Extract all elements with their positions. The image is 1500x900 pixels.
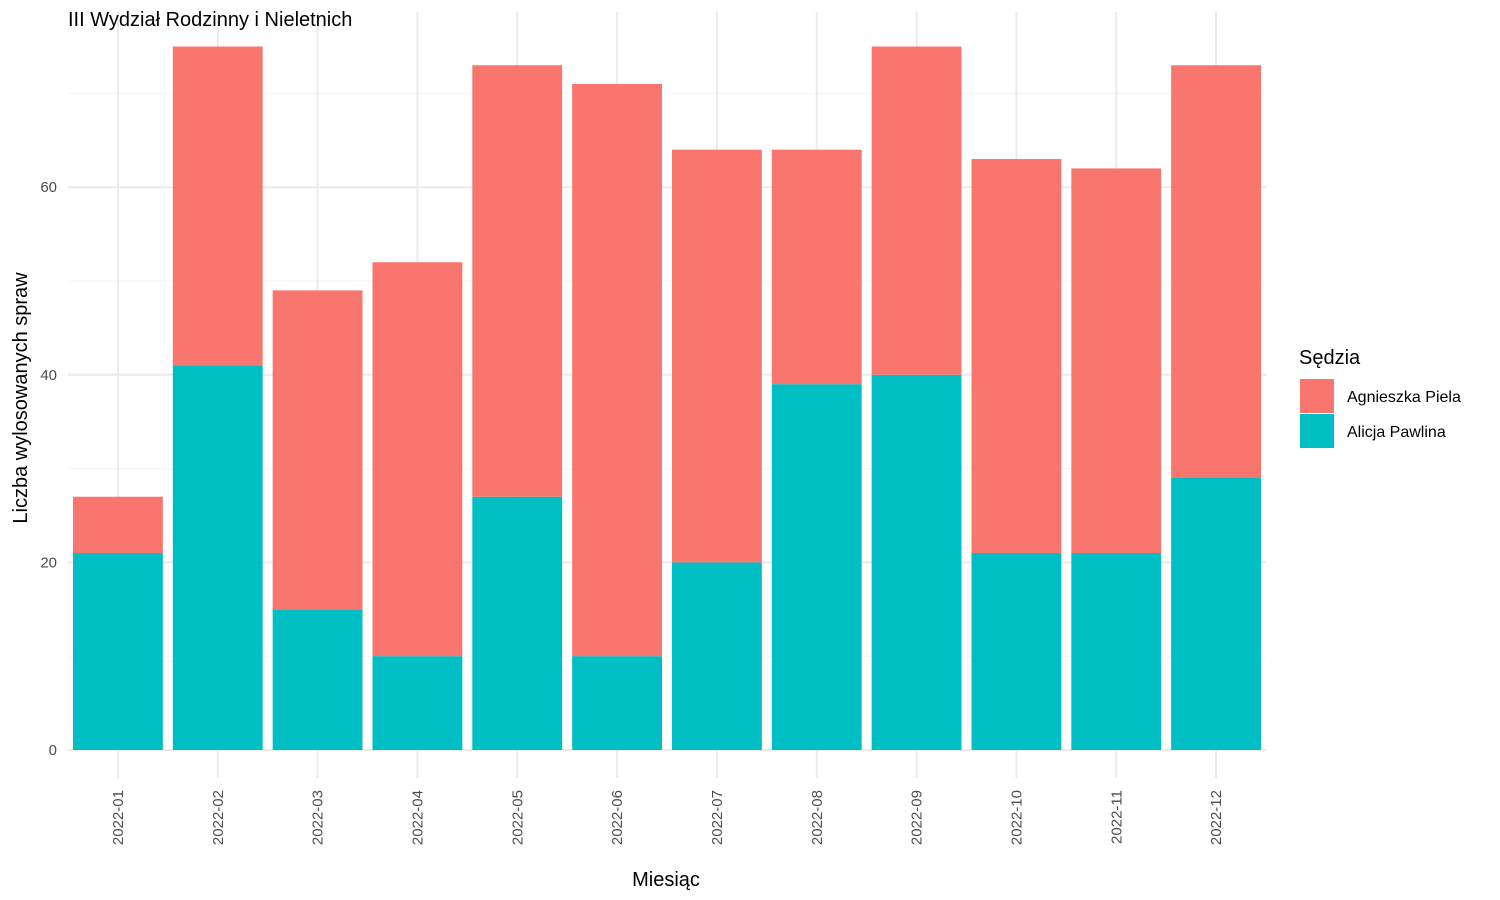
bar-segment — [971, 553, 1062, 750]
bar-segment — [871, 374, 962, 750]
x-tick-label: 2022-06 — [609, 790, 626, 845]
legend-title: Sędzia — [1299, 347, 1361, 369]
y-axis-title: Liczba wylosowanych spraw — [10, 272, 32, 524]
bars — [72, 46, 1262, 750]
x-tick-label: 2022-09 — [909, 790, 926, 845]
bar-segment — [1071, 168, 1162, 554]
bar-segment — [372, 656, 463, 750]
bar-segment — [871, 46, 962, 375]
bar-segment — [472, 65, 563, 497]
x-tick-label: 2022-01 — [110, 790, 127, 845]
x-tick-label: 2022-11 — [1108, 790, 1125, 844]
bar-segment — [472, 496, 563, 750]
legend-label: Alicja Pawlina — [1347, 424, 1446, 441]
y-tick-label: 0 — [49, 742, 57, 759]
bar-segment — [272, 609, 363, 750]
bar-segment — [372, 262, 463, 657]
y-tick-label: 60 — [40, 179, 57, 196]
bar-segment — [272, 290, 363, 610]
bar-segment — [172, 365, 263, 750]
chart-title: III Wydział Rodzinny i Nieletnich — [68, 9, 352, 31]
legend-label: Agnieszka Piela — [1347, 389, 1461, 406]
x-tick-label: 2022-02 — [210, 790, 227, 845]
legend-swatch — [1300, 379, 1334, 413]
y-tick-label: 20 — [40, 554, 57, 571]
x-tick-label: 2022-12 — [1208, 790, 1225, 845]
bar-segment — [671, 562, 762, 750]
y-tick-label: 40 — [40, 367, 57, 384]
bar-segment — [172, 46, 263, 366]
legend: Sędzia Agnieszka Piela Alicja Pawlina — [1299, 347, 1461, 448]
x-tick-label: 2022-05 — [509, 790, 526, 845]
x-tick-label: 2022-03 — [310, 790, 327, 845]
bar-segment — [971, 159, 1062, 554]
bar-segment — [572, 84, 663, 657]
bar-segment — [771, 384, 862, 750]
x-tick-label: 2022-10 — [1008, 790, 1025, 845]
bar-segment — [72, 553, 163, 750]
bar-segment — [1171, 477, 1262, 750]
x-axis-ticks: 2022-01 2022-02 2022-03 2022-04 2022-05 2022-… — [110, 790, 1225, 845]
bar-segment — [572, 656, 663, 750]
y-axis-ticks: 0 20 40 60 — [40, 179, 57, 759]
x-tick-label: 2022-07 — [709, 790, 726, 845]
bar-segment — [1171, 65, 1262, 478]
x-axis-title: Miesiąc — [632, 869, 700, 891]
bar-segment — [771, 149, 862, 385]
bar-segment — [671, 149, 762, 563]
bar-segment — [72, 496, 163, 554]
x-tick-label: 2022-04 — [409, 790, 426, 845]
x-tick-label: 2022-08 — [809, 790, 826, 845]
bar-segment — [1071, 553, 1162, 750]
legend-swatch — [1300, 414, 1334, 448]
